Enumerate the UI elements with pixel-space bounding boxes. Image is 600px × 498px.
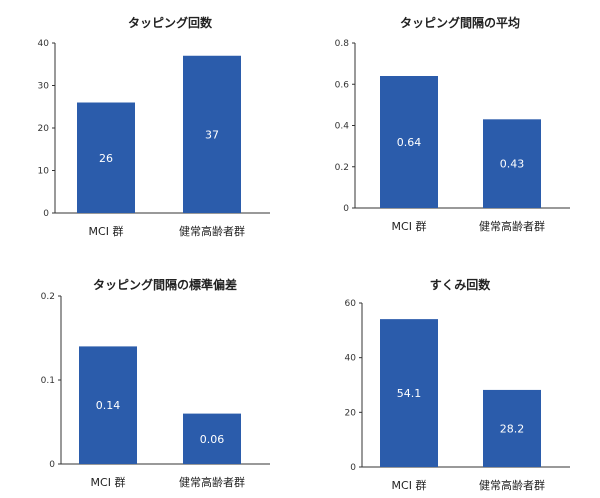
bar	[183, 413, 241, 464]
bar	[77, 102, 135, 213]
bar-value-label: 0.06	[200, 433, 225, 446]
bar-value-label: 28.2	[500, 422, 525, 435]
chart-svg: 0 0.2 0.4 0.6 0.8 0.64 MCI 群 0.43 健常高齢者群	[335, 39, 570, 233]
bar-value-label: 0.64	[397, 136, 422, 149]
x-category-label: MCI 群	[91, 475, 126, 489]
bar	[380, 76, 438, 208]
chart-panel-tapping-count: タッピング回数 0 10 20 30 40 26 MCI 群 37 健常高齢者群	[0, 0, 300, 249]
y-tick-label: 40	[38, 39, 50, 49]
y-tick-label: 0	[350, 463, 356, 473]
chart-svg: 0 0.1 0.2 0.14 MCI 群 0.06 健常高齢者群	[41, 292, 270, 489]
x-category-label: 健常高齢者群	[479, 478, 545, 492]
chart-svg: 0 20 40 60 54.1 MCI 群 28.2 健常高齢者群	[345, 299, 570, 492]
y-tick-label: 0	[343, 204, 349, 214]
bar	[483, 119, 541, 208]
bar-value-label: 54.1	[397, 387, 422, 400]
bar	[183, 55, 241, 213]
bar-value-label: 26	[99, 152, 113, 165]
chart-title: タッピング回数	[127, 16, 212, 30]
bar-value-label: 37	[205, 128, 219, 141]
x-category-label: 健常高齢者群	[479, 219, 545, 233]
y-tick-label: 10	[38, 167, 50, 177]
y-tick-label: 40	[345, 354, 357, 364]
chart-title: すくみ回数	[429, 278, 491, 292]
y-tick-label: 0.1	[41, 376, 55, 386]
y-tick-label: 30	[38, 82, 50, 92]
bar	[79, 346, 137, 464]
chart-svg: 0 10 20 30 40 26 MCI 群 37 健常高齢者群	[38, 39, 270, 238]
y-tick-label: 0.2	[335, 163, 349, 173]
y-tick-label: 0	[49, 460, 55, 470]
y-tick-label: 0.6	[335, 80, 350, 90]
bar	[380, 319, 438, 467]
x-category-label: MCI 群	[89, 224, 124, 238]
bar-value-label: 0.14	[96, 399, 121, 412]
x-category-label: 健常高齢者群	[179, 475, 245, 489]
chart-title: タッピング間隔の標準偏差	[92, 278, 237, 292]
chart-panel-tapping-interval-sd: タッピング間隔の標準偏差 0 0.1 0.2 0.14 MCI 群 0.06 健常高齢者群	[0, 249, 300, 498]
chart-title: タッピング間隔の平均	[399, 16, 520, 30]
y-tick-label: 60	[345, 299, 357, 309]
bar	[483, 389, 541, 467]
bar-value-label: 0.43	[500, 158, 525, 171]
y-tick-label: 0.8	[335, 39, 350, 49]
x-category-label: MCI 群	[392, 219, 427, 233]
x-category-label: 健常高齢者群	[179, 224, 245, 238]
y-tick-label: 20	[38, 124, 50, 134]
y-tick-label: 0.4	[335, 122, 350, 132]
chart-panel-tapping-interval-mean: タッピング間隔の平均 0 0.2 0.4 0.6 0.8 0.64 MCI 群 0.43 健常高…	[300, 0, 600, 249]
y-tick-label: 20	[345, 408, 357, 418]
y-tick-label: 0.2	[41, 292, 55, 302]
x-category-label: MCI 群	[392, 478, 427, 492]
chart-panel-freeze-count: すくみ回数 0 20 40 60 54.1 MCI 群 28.2 健常高齢者群	[300, 249, 600, 498]
y-tick-label: 0	[43, 209, 49, 219]
